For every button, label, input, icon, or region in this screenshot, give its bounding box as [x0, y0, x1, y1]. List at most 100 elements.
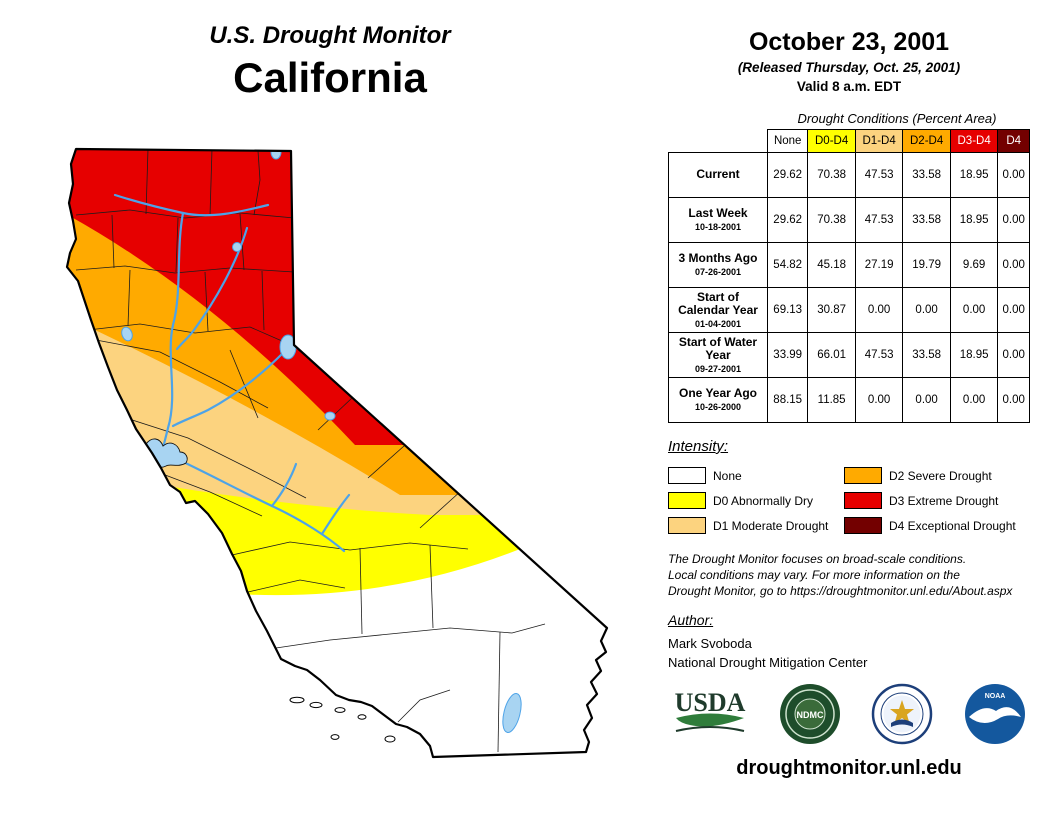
value-cell: 9.69 — [949, 242, 999, 288]
author-title: Author: — [668, 612, 714, 629]
ndmc-logo: NDMC — [779, 684, 840, 745]
legend-swatch — [844, 467, 882, 484]
column-header-d3-d4: D3-D4 — [949, 129, 999, 153]
table-row: 3 Months Ago 07-26-2001 54.82 45.18 27.19 19.… — [668, 242, 1030, 288]
row-date: 10-26-2000 — [694, 402, 742, 413]
value-cell: 0.00 — [949, 287, 999, 333]
legend-swatch — [844, 492, 882, 509]
legend-item: D3 Extreme Drought — [844, 488, 1030, 513]
info-panel: October 23, 2001 (Released Thursday, Oct… — [668, 28, 1030, 780]
lake-almanor — [232, 242, 242, 252]
noaa-logo: NOAA — [964, 684, 1025, 745]
table-row: One Year Ago 10-26-2000 88.15 11.85 0.00 0.00… — [668, 377, 1030, 423]
value-cell: 29.62 — [766, 197, 809, 243]
value-cell: 0.00 — [854, 287, 904, 333]
value-cell: 18.95 — [949, 197, 999, 243]
value-cell: 0.00 — [949, 377, 999, 423]
legend-item: D1 Moderate Drought — [668, 513, 844, 538]
value-cell: 18.95 — [949, 152, 999, 198]
drought-conditions-table: None D0-D4 D1-D4 D2-D4 D3-D4 D4 Current 29.62 7… — [668, 129, 1030, 423]
column-header-d0-d4: D0-D4 — [807, 129, 856, 153]
value-cell: 30.87 — [807, 287, 856, 333]
legend-item: D2 Severe Drought — [844, 463, 1030, 488]
value-cell: 69.13 — [766, 287, 809, 333]
table-row: Start of Calendar Year 01-04-2001 69.13 30.… — [668, 287, 1030, 333]
map-date: October 23, 2001 — [748, 28, 950, 56]
value-cell: 33.58 — [902, 152, 951, 198]
value-cell: 70.38 — [807, 152, 856, 198]
row-label: One Year Ago 10-26-2000 — [668, 377, 768, 423]
legend-label: D0 Abnormally Dry — [713, 493, 814, 508]
intensity-legend: None D0 Abnormally Dry D1 Moderate Drought… — [668, 463, 1030, 538]
disclaimer-line: Local conditions may vary. For more info… — [668, 567, 960, 582]
table-caption: Drought Conditions (Percent Area) — [797, 111, 997, 126]
value-cell: 11.85 — [807, 377, 856, 423]
legend-title: Intensity: — [668, 438, 729, 455]
legend-swatch — [844, 517, 882, 534]
legend-item: D0 Abnormally Dry — [668, 488, 844, 513]
column-header-none: None — [766, 129, 809, 153]
legend-swatch — [668, 492, 706, 509]
value-cell: 0.00 — [854, 377, 904, 423]
value-cell: 0.00 — [997, 377, 1030, 423]
value-cell: 88.15 — [766, 377, 809, 423]
column-header-d4: D4 — [997, 129, 1030, 153]
usda-logo-text: USDA — [675, 688, 746, 717]
footer-url: droughtmonitor.unl.edu — [736, 757, 962, 780]
valid-time: Valid 8 a.m. EDT — [796, 79, 902, 94]
legend-item: None — [668, 463, 844, 488]
author-name: Mark Svoboda — [668, 636, 752, 652]
value-cell: 66.01 — [807, 332, 856, 378]
value-cell: 47.53 — [854, 197, 904, 243]
row-label: Start of Calendar Year 01-04-2001 — [668, 287, 768, 333]
value-cell: 0.00 — [997, 152, 1030, 198]
legend-label: D4 Exceptional Drought — [889, 518, 1016, 533]
disclaimer-line: Drought Monitor, go to https://droughtmo… — [668, 583, 1013, 598]
legend-item: D4 Exceptional Drought — [844, 513, 1030, 538]
california-drought-map — [65, 147, 609, 759]
salton-sea — [502, 692, 522, 734]
county-boundaries — [75, 149, 546, 753]
value-cell: 33.99 — [766, 332, 809, 378]
row-label: Current — [668, 152, 768, 198]
rivers — [113, 193, 351, 553]
value-cell: 0.00 — [902, 287, 951, 333]
table-row: Current 29.62 70.38 47.53 33.58 18.95 0.00 — [668, 152, 1030, 198]
title-block: U.S. Drought Monitor California — [0, 22, 660, 102]
table-corner-cell — [669, 130, 768, 153]
author-org: National Drought Mitigation Center — [668, 655, 868, 671]
legend-label: D1 Moderate Drought — [713, 518, 829, 533]
channel-islands — [289, 696, 396, 743]
value-cell: 47.53 — [854, 152, 904, 198]
value-cell: 47.53 — [854, 332, 904, 378]
california-state-outline — [65, 147, 609, 759]
value-cell: 0.00 — [997, 332, 1030, 378]
value-cell: 54.82 — [766, 242, 809, 288]
value-cell: 0.00 — [997, 197, 1030, 243]
agency-logos: USDA NDMC NOAA — [668, 681, 1030, 747]
value-cell: 0.00 — [902, 377, 951, 423]
row-date: 07-26-2001 — [694, 267, 742, 278]
value-cell: 29.62 — [766, 152, 809, 198]
legend-label: D2 Severe Drought — [889, 468, 992, 483]
value-cell: 45.18 — [807, 242, 856, 288]
row-label: Start of Water Year 09-27-2001 — [668, 332, 768, 378]
value-cell: 0.00 — [997, 287, 1030, 333]
disclaimer-text: The Drought Monitor focuses on broad-sca… — [668, 552, 1030, 599]
legend-swatch — [668, 467, 706, 484]
table-row: Last Week 10-18-2001 29.62 70.38 47.53 33.58 1… — [668, 197, 1030, 243]
row-date: 01-04-2001 — [694, 319, 742, 330]
release-date: (Released Thursday, Oct. 25, 2001) — [737, 60, 961, 75]
goose-lake — [270, 149, 282, 160]
value-cell: 70.38 — [807, 197, 856, 243]
value-cell: 18.95 — [949, 332, 999, 378]
doc-seal-logo — [872, 684, 933, 745]
usda-logo: USDA — [675, 688, 746, 733]
column-header-d1-d4: D1-D4 — [854, 129, 904, 153]
row-date: 09-27-2001 — [694, 364, 742, 375]
monitor-title: U.S. Drought Monitor — [209, 22, 451, 49]
ndmc-logo-text: NDMC — [796, 710, 823, 720]
value-cell: 19.79 — [902, 242, 951, 288]
legend-label: None — [713, 468, 742, 483]
